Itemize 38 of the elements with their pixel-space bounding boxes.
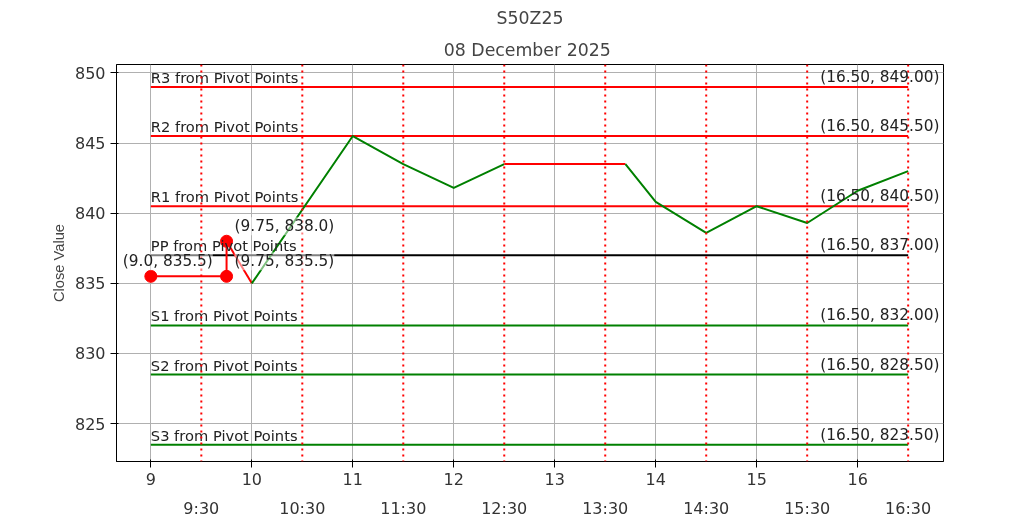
- x-tick-label: 11: [342, 469, 363, 489]
- x2-tick-label: 15:30: [784, 498, 831, 518]
- y-tick-label: 825: [74, 414, 106, 434]
- ref-line-label: S3 from Pivot Points: [150, 426, 298, 444]
- y-tick-label: 835: [74, 274, 106, 294]
- x-tick-label: 13: [544, 469, 565, 489]
- ref-line-label: R1 from Pivot Points: [150, 188, 299, 206]
- x-tick-label: 15: [746, 469, 767, 489]
- x-tick-label: 12: [443, 469, 464, 489]
- ref-line-label: R2 from Pivot Points: [150, 118, 299, 136]
- x2-tick-label: 9:30: [183, 498, 220, 518]
- x2-tick-label: 10:30: [279, 498, 326, 518]
- x-tick-label: 16: [847, 469, 868, 489]
- y-tick-label: 845: [74, 134, 106, 154]
- x-tick-label: 9: [145, 469, 156, 489]
- ref-line-label: R3 from Pivot Points: [150, 68, 299, 86]
- ref-line-label: S2 from Pivot Points: [150, 356, 298, 374]
- annotation: (16.50, 837.00): [820, 236, 940, 255]
- x2-tick-label: 16:30: [885, 498, 932, 518]
- annotation: (16.50, 849.00): [820, 67, 940, 86]
- ref-line-label: S1 from Pivot Points: [150, 307, 298, 325]
- x-tick-label: 14: [645, 469, 666, 489]
- y-tick-label: 840: [74, 204, 106, 224]
- x2-tick-label: 12:30: [481, 498, 528, 518]
- annotation: (16.50, 823.50): [820, 425, 940, 444]
- chart-title: S50Z25: [496, 7, 564, 28]
- x2-tick-label: 11:30: [380, 498, 427, 518]
- annotation: (16.50, 828.50): [820, 355, 940, 374]
- annotation: (16.50, 832.00): [820, 306, 940, 325]
- x2-tick-label: 14:30: [683, 498, 730, 518]
- annotation: (16.50, 845.50): [820, 117, 940, 136]
- x2-tick-label: 13:30: [582, 498, 629, 518]
- x-tick-label: 10: [241, 469, 262, 489]
- y-tick-label: 830: [74, 344, 106, 364]
- y-tick-label: 850: [74, 63, 106, 83]
- chart-subtitle: 08 December 2025: [443, 39, 611, 60]
- annotation: (9.0, 835.5): [122, 252, 213, 271]
- y-axis-title: Close Value: [50, 224, 67, 302]
